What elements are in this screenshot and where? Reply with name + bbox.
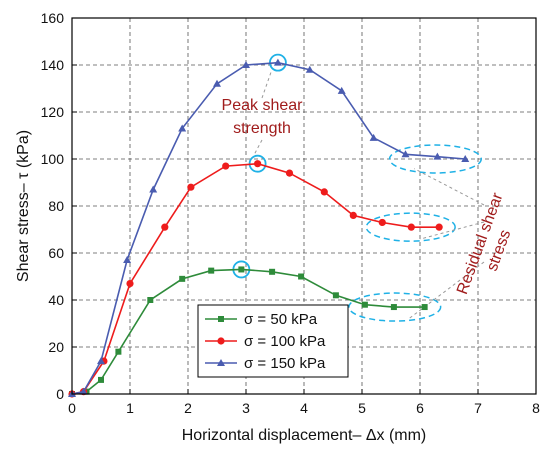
data-point [435,223,443,231]
legend-label-100: σ = 100 kPa [244,333,326,350]
data-point [187,183,195,191]
data-point [97,357,105,365]
data-point [273,58,282,66]
annotation-leader-line [261,69,273,99]
data-point [208,267,215,274]
data-point [242,61,250,68]
x-tick-label: 5 [358,400,366,416]
data-point [349,211,357,219]
annotation-leader-line [413,168,485,206]
series-150 [68,58,470,397]
plot-frame [71,17,537,395]
data-point [361,301,368,308]
highlight-ellipses [232,53,485,322]
data-point [178,124,187,132]
data-point [161,223,169,231]
legend-entry-100: σ = 100 kPa [205,333,326,350]
legend-label-50: σ = 50 kPa [244,311,318,328]
legend-marker-circle [217,337,225,345]
data-point [407,223,415,231]
legend-entry-50: σ = 50 kPa [205,311,318,328]
data-point [390,304,397,311]
x-tick-label: 6 [416,400,424,416]
x-axis-title: Horizontal displacement– Δx (mm) [182,427,427,444]
y-axis-title: Shear stress– τ (kPa) [15,130,32,282]
data-point [238,266,245,273]
data-point [147,297,154,303]
x-tick-label: 7 [474,400,482,416]
y-tick-label: 160 [41,10,65,26]
series-layer [68,58,470,398]
annotation-leader-line [408,261,485,320]
residual-highlight-ellipse [365,212,456,242]
data-point [378,218,386,227]
y-tick-label: 80 [48,198,64,214]
y-tick-label: 120 [41,104,65,120]
data-point [222,162,230,170]
data-point [433,152,442,160]
data-point [337,86,346,94]
y-tick-label: 140 [41,57,65,73]
data-point [285,169,294,177]
series-line-100 [71,162,440,395]
residual-highlight-ellipse [388,144,482,174]
data-point [98,376,104,383]
y-tick-label: 40 [48,292,64,308]
data-point [369,133,378,141]
y-tick-label: 20 [48,339,64,355]
data-point [149,185,158,193]
data-point [126,279,134,288]
data-point [461,155,470,162]
x-tick-label: 2 [184,400,192,416]
data-point [421,304,428,311]
data-point [269,268,276,275]
legend-label-150: σ = 150 kPa [244,355,326,372]
data-point [179,275,186,282]
peak-annotation-line2: strength [233,120,291,137]
legend-entry-150: σ = 150 kPa [205,355,326,372]
x-tick-label: 1 [126,400,134,416]
data-point [298,273,305,280]
data-point [401,150,410,158]
x-tick-label: 3 [242,400,250,416]
x-tick-label: 4 [300,400,308,416]
legend-marker-triangle [217,359,225,366]
x-tick-label: 8 [532,400,540,416]
legend-marker-square [218,316,224,322]
data-point [254,160,262,168]
peak-annotation-line1: Peak shear [222,97,304,114]
y-tick-label: 100 [41,151,65,167]
legend: σ = 50 kPa σ = 100 kPa σ = 150 kPa [197,304,349,378]
annotation-leader-line [419,221,485,240]
data-point [320,188,328,196]
data-point [115,348,122,355]
y-tick-label: 0 [56,386,64,402]
data-point [213,79,221,87]
data-point [123,256,132,264]
annotation-leader-line [253,139,263,156]
series-line-50 [71,268,425,395]
residual-highlight-ellipse [348,292,442,322]
y-tick-label: 60 [48,245,64,261]
data-point [305,65,314,73]
data-point [332,292,339,299]
data-point [79,387,88,395]
x-tick-label: 0 [68,400,76,416]
